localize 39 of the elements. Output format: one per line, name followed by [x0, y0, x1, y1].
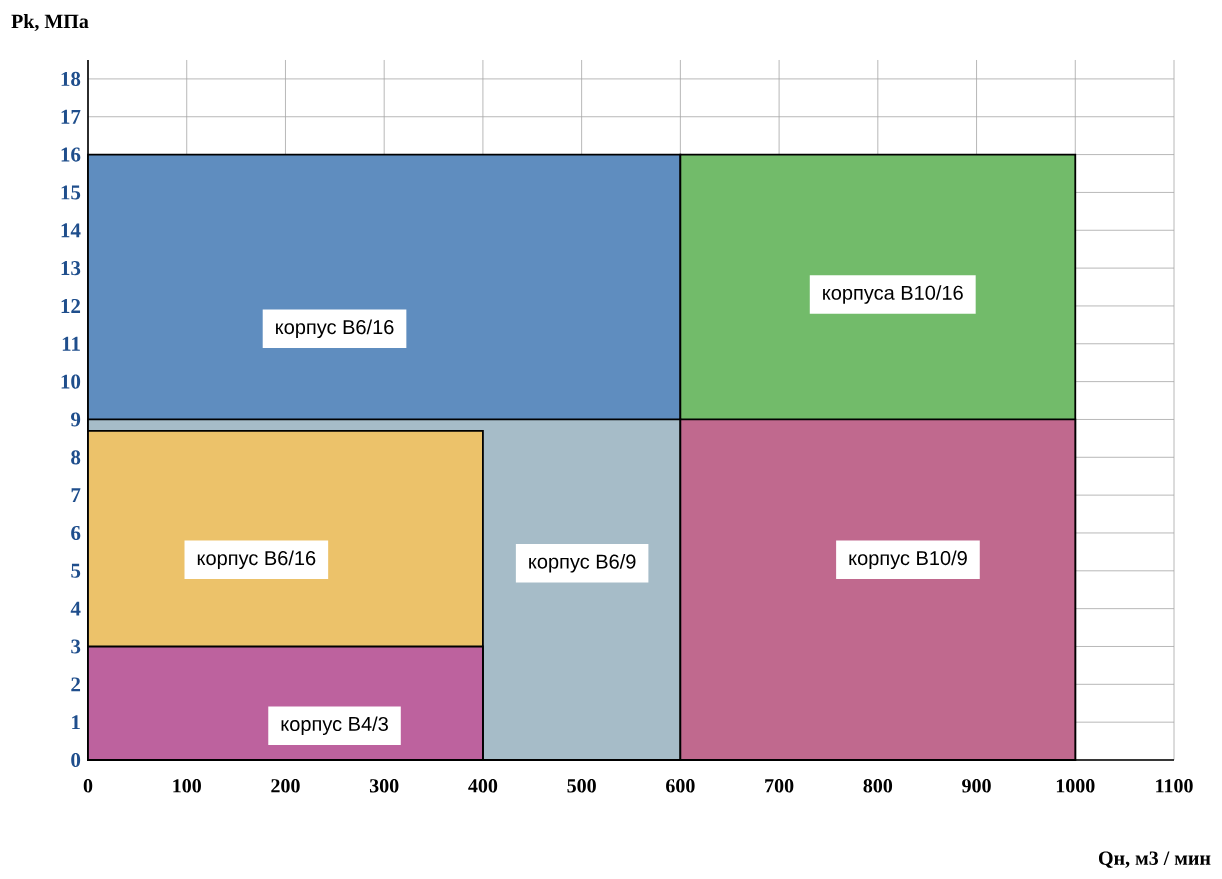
- x-tick-label: 800: [863, 779, 893, 793]
- y-tick-label: 14: [61, 223, 81, 238]
- x-tick-label: 300: [369, 779, 399, 793]
- x-tick-label: 900: [962, 779, 991, 793]
- x-tick-label: 1100: [1156, 779, 1193, 793]
- x-tick-label: 700: [765, 779, 794, 793]
- x-tick-label: 100: [173, 779, 201, 793]
- y-tick-label: 3: [71, 639, 81, 654]
- y-tick-label: 17: [61, 109, 81, 124]
- y-tick-label: 0: [71, 752, 81, 768]
- y-tick-label: 9: [71, 412, 81, 427]
- y-tick-label: 11: [62, 336, 80, 351]
- y-tick-label: 16: [61, 147, 81, 162]
- x-tick-label: 200: [271, 779, 300, 793]
- x-tick-label: 600: [666, 779, 695, 793]
- y-tick-label: 7: [71, 488, 81, 503]
- y-tick-label: 1: [72, 715, 80, 730]
- x-tick-label: 400: [468, 779, 498, 793]
- y-tick-label: 2: [71, 677, 81, 692]
- y-tick-label: 12: [61, 299, 81, 313]
- annotation: корпус В4/3: [281, 716, 388, 736]
- annotation: корпус В10/9: [849, 550, 967, 570]
- x-tick-label: 500: [567, 779, 596, 793]
- y-tick-label: 6: [71, 525, 81, 541]
- y-tick-label: 5: [71, 563, 81, 578]
- y-tick-label: 4: [70, 601, 81, 616]
- x-tick-label: 1000: [1056, 779, 1095, 793]
- x-tick-label: 0: [83, 779, 93, 793]
- annotation: корпус В6/16: [276, 319, 394, 339]
- y-axis-title: Pk, МПа: [11, 14, 89, 32]
- y-tick-label: 13: [61, 261, 81, 276]
- y-tick-label: 10: [61, 374, 81, 389]
- annotation: корпус В6/16: [197, 550, 316, 570]
- y-tick-label: 8: [71, 450, 81, 465]
- annotation: корпуса В10/16: [823, 285, 963, 304]
- annotation: корпус В6/9: [529, 553, 636, 573]
- x-axis-title: Qн, м3 / мин: [1098, 851, 1211, 868]
- y-tick-label: 18: [61, 71, 81, 87]
- y-tick-label: 15: [61, 185, 81, 200]
